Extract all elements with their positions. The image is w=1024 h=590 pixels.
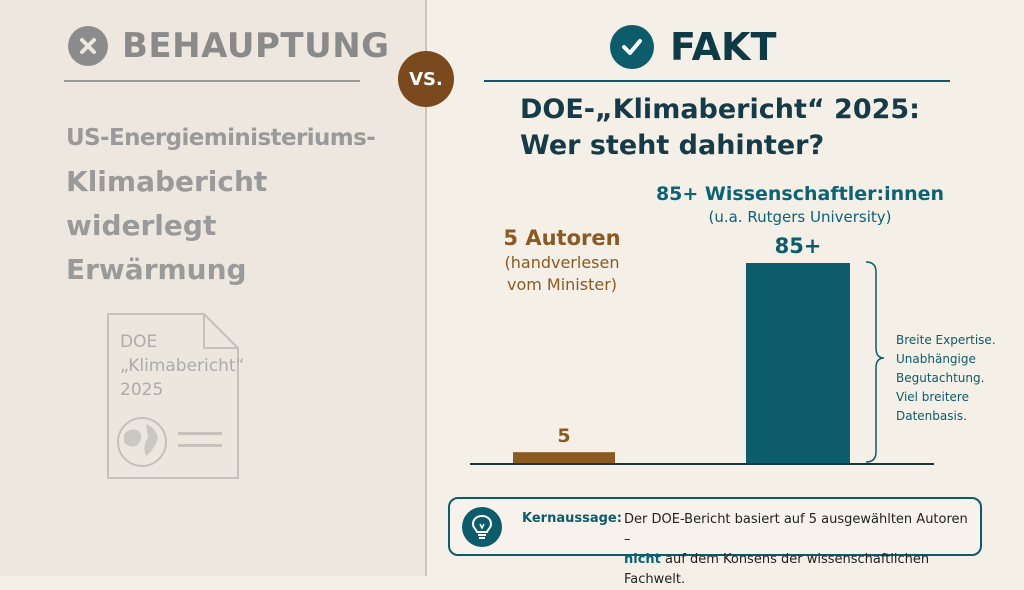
fact-panel <box>427 0 1024 576</box>
key-message-line-1: Der DOE-Bericht basiert auf 5 ausgewählt… <box>624 512 968 547</box>
check-circle-icon <box>610 25 654 69</box>
key-message-line-2: nicht auf dem Konsens der wissenschaftli… <box>624 550 974 590</box>
category-title-wissenschaftler: 85+ Wissenschaftler:innen <box>655 183 945 205</box>
annotation-line-2: Unabhängige <box>896 352 976 366</box>
claim-line-4: Erwärmung <box>66 253 247 286</box>
fact-header: FAKT <box>610 25 776 69</box>
key-message-box: Kernaussage: Der DOE-Bericht basiert auf… <box>448 497 982 587</box>
category-label-autoren: 5 Autoren (handverlesen vom Minister) <box>482 226 642 296</box>
bar-0 <box>513 452 615 464</box>
key-message-line-2-rest: auf dem Konsens der wissenschaftlichen F… <box>624 552 930 587</box>
document-illustration: DOE „Klimabericht“ 2025 <box>106 312 244 480</box>
vs-badge: VS. <box>398 51 454 107</box>
brace-annotation: Breite Expertise. Unabhängige Begutachtu… <box>896 331 996 426</box>
bar-1 <box>746 263 850 464</box>
bar-value-label-0: 5 <box>557 425 570 447</box>
annotation-line-5: Datenbasis. <box>896 409 967 423</box>
category-subtitle-autoren-line-1: (handverlesen <box>504 253 620 272</box>
claim-title: BEHAUPTUNG <box>122 26 390 66</box>
panel-divider <box>425 0 427 576</box>
bar-chart: 5 85+ <box>470 234 934 465</box>
claim-panel: BEHAUPTUNG US-Energieministeriums- Klima… <box>0 0 425 576</box>
claim-line-1: US-Energieministeriums- <box>66 125 376 151</box>
bar-value-label-1: 85+ <box>775 234 822 258</box>
category-subtitle-wissenschaftler: (u.a. Rutgers University) <box>708 208 892 226</box>
chart-title-line-2: Wer steht dahinter? <box>520 130 825 161</box>
annotation-line-4: Viel breitere <box>896 390 969 404</box>
curly-brace <box>865 261 885 463</box>
claim-header: BEHAUPTUNG <box>68 26 390 66</box>
lightbulb-icon <box>462 507 502 547</box>
globe-icon <box>117 417 167 467</box>
claim-text: US-Energieministeriums- Klimabericht wid… <box>66 116 396 292</box>
claim-divider <box>64 80 360 82</box>
key-message-emphasis: nicht <box>624 552 661 567</box>
annotation-line-3: Begutachtung. <box>896 371 985 385</box>
fact-title: FAKT <box>670 25 777 69</box>
claim-line-2: Klimabericht <box>66 165 268 198</box>
fact-divider <box>484 80 950 82</box>
x-circle-icon <box>68 26 108 66</box>
category-subtitle-autoren-line-2: vom Minister) <box>506 275 618 294</box>
document-label: DOE „Klimabericht“ 2025 <box>120 332 245 400</box>
chart-title-line-1: DOE-„Klimabericht“ 2025: <box>520 94 920 125</box>
key-message-text: Der DOE-Bericht basiert auf 5 ausgewählt… <box>624 510 974 590</box>
key-message-label: Kernaussage: <box>522 511 622 526</box>
category-title-autoren: 5 Autoren <box>503 226 621 250</box>
category-subtitle-autoren: (handverlesen vom Minister) <box>482 252 642 296</box>
category-label-wissenschaftler: 85+ Wissenschaftler:innen (u.a. Rutgers … <box>640 183 960 226</box>
annotation-line-1: Breite Expertise. <box>896 333 996 347</box>
document-icon <box>107 313 239 479</box>
chart-title: DOE-„Klimabericht“ 2025: Wer steht dahin… <box>520 92 920 164</box>
claim-line-3: widerlegt <box>66 209 217 242</box>
